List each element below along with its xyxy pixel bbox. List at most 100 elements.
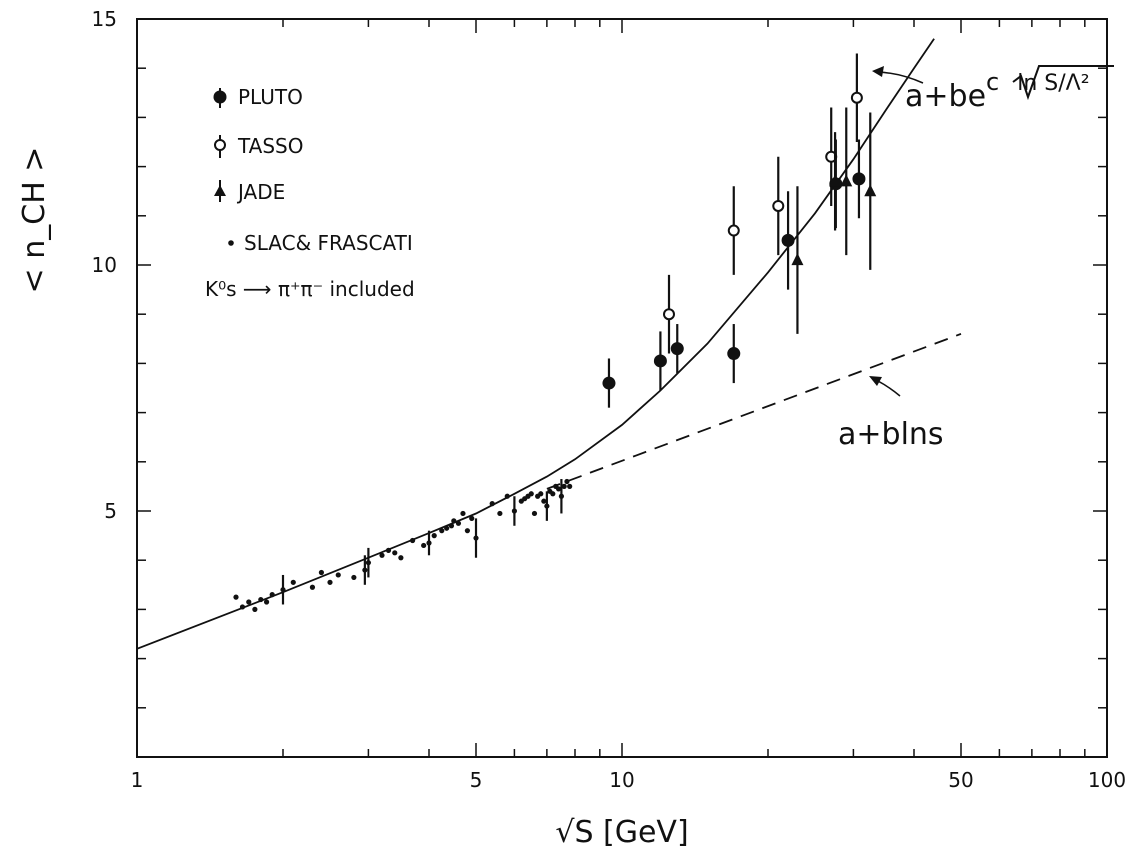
log-fit-curve (546, 333, 962, 490)
y-tick-labels: 5 10 15 (92, 7, 117, 523)
legend-triangle-marker (214, 185, 226, 196)
pluto-point (602, 376, 616, 390)
jade-point (791, 253, 804, 266)
slac-frascati-point (538, 491, 544, 497)
slac-frascati-point (541, 498, 547, 504)
legend-label-slac-frascati: SLAC& FRASCATI (244, 231, 413, 255)
jade-point (829, 174, 842, 187)
plot-frame (136, 18, 1108, 758)
x-tick-label: 5 (470, 768, 483, 792)
axis-ticks (137, 19, 1107, 757)
x-tick-label: 1 (131, 768, 144, 792)
slac-frascati-point (269, 592, 275, 598)
exp-label-exponent: c (986, 68, 999, 96)
data-points (233, 53, 877, 613)
slac-frascati-point (451, 518, 457, 524)
slac-frascati-point (233, 594, 239, 600)
annotation-log-label: a+blns (838, 417, 944, 452)
slac-frascati-point (489, 501, 495, 507)
legend-label-jade: JADE (236, 180, 285, 204)
slac-frascati-point (460, 510, 466, 517)
slac-frascati-point (561, 483, 567, 489)
slac-frascati-point (464, 528, 471, 534)
slac-frascati-point (448, 523, 455, 529)
slac-frascati-point (497, 510, 503, 517)
sqrt-radical-sign (1012, 65, 1114, 101)
slac-frascati-point (379, 552, 385, 558)
legend-dot-marker (228, 240, 234, 246)
exp-label-base: a+be (905, 79, 986, 114)
slac-frascati-point (469, 515, 475, 521)
slac-frascati-point (567, 483, 573, 489)
slac-frascati-point (455, 520, 462, 526)
slac-frascati-point (280, 587, 286, 593)
slac-frascati-point (263, 599, 270, 605)
jade-point (840, 174, 853, 187)
annotation-arrow (875, 379, 901, 397)
slac-frascati-point (426, 540, 432, 546)
x-tick-labels: 1 5 10 50 100 (131, 768, 1126, 792)
slac-frascati-point (550, 491, 556, 497)
y-tick-label: 5 (104, 499, 117, 523)
slac-frascati-point (239, 604, 246, 610)
slac-frascati-point (473, 535, 479, 541)
slac-frascati-point (246, 599, 252, 605)
pluto-point (852, 172, 866, 186)
annotation-log-curve: a+blns (838, 376, 944, 452)
tasso-point (772, 199, 785, 212)
tasso-point (850, 91, 863, 104)
exp-label-sqrt-term: ln S/Λ² (1017, 71, 1089, 96)
legend-filled-circle-marker (213, 90, 227, 104)
slac-frascati-point (290, 579, 296, 585)
slac-frascati-point (362, 567, 368, 573)
legend-note: K⁰s ⟶ π⁺π⁻ included (205, 277, 415, 301)
pluto-point (670, 342, 684, 356)
x-tick-label: 10 (609, 768, 634, 792)
slac-frascati-point (409, 537, 416, 544)
slac-frascati-point (564, 478, 570, 485)
slac-frascati-point (504, 493, 510, 499)
y-axis-label: < n_CH > (17, 147, 52, 294)
legend-item-pluto: PLUTO (213, 85, 303, 109)
legend-label-pluto: PLUTO (238, 85, 303, 109)
tasso-point (727, 224, 740, 237)
slac-frascati-point (555, 486, 562, 492)
slac-frascati-point (439, 528, 445, 534)
slac-frascati-point (258, 596, 264, 603)
x-tick-label: 50 (948, 768, 973, 792)
slac-frascati-point (421, 542, 427, 549)
slac-frascati-point (327, 579, 333, 585)
slac-frascati-point (252, 606, 258, 613)
slac-frascati-point (392, 550, 398, 556)
pluto-point (653, 354, 667, 368)
slac-frascati-point (351, 574, 357, 581)
annotation-arrowhead (872, 66, 884, 77)
slac-frascati-point (365, 560, 372, 566)
slac-frascati-point (544, 503, 550, 509)
x-axis-label: √S [GeV] (555, 815, 688, 850)
exp-fit-curve (136, 38, 935, 650)
slac-frascati-point (531, 510, 538, 517)
slac-frascati-point (398, 555, 404, 561)
slac-frascati-point (528, 491, 534, 497)
legend: PLUTO TASSO JADE SLAC& FRASCATI K⁰s ⟶ π⁺… (205, 85, 415, 301)
annotation-exp-curve: a+bec ln S/Λ² (872, 65, 1114, 114)
slac-frascati-point (431, 533, 437, 539)
jade-point (864, 184, 877, 197)
slac-frascati-point (511, 508, 518, 514)
y-tick-label: 10 (92, 253, 117, 277)
legend-item-tasso: TASSO (214, 134, 303, 158)
tasso-point (825, 150, 838, 163)
pluto-point (781, 233, 795, 247)
legend-label-tasso: TASSO (237, 134, 303, 158)
slac-frascati-point (558, 493, 565, 499)
annotation-arrowhead (869, 376, 882, 386)
y-tick-label: 15 (92, 7, 117, 31)
legend-item-jade: JADE (214, 180, 285, 204)
slac-frascati-point (385, 547, 392, 553)
pluto-point (727, 347, 741, 361)
x-tick-label: 100 (1088, 768, 1126, 792)
tasso-point (663, 308, 676, 321)
legend-item-slac-frascati: SLAC& FRASCATI (228, 231, 413, 255)
